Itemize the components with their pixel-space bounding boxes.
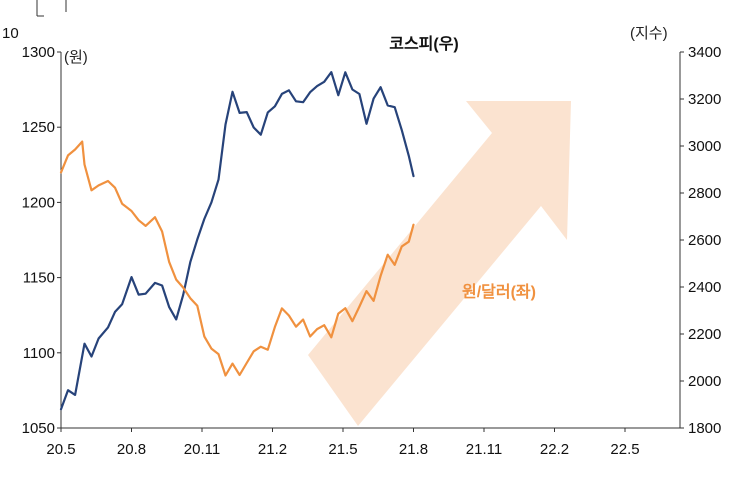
- left-tick-label: 1300: [22, 44, 55, 61]
- x-axis-ticks: 20.5 20.8 20.11 21.2 21.5 21.8 21.11 22.2 22.5: [46, 428, 640, 458]
- x-tick-label: 22.5: [610, 441, 639, 458]
- x-tick-label: 21.11: [466, 441, 502, 458]
- krw-series-label: 원/달러(좌): [462, 282, 536, 301]
- right-axis-ticks: 1800 2000 2200 2400 2600 2800 3000 3200 3400: [680, 44, 721, 437]
- left-tick-label: 1100: [23, 345, 55, 362]
- left-tick-label: 1250: [22, 119, 55, 136]
- x-tick-label: 21.5: [328, 441, 357, 458]
- x-tick-label: 20.8: [117, 441, 146, 458]
- left-axis-ticks: 1050 1100 1150 1200 1250 1300: [22, 44, 61, 437]
- right-tick-label: 3000: [688, 138, 721, 155]
- right-tick-label: 2800: [688, 185, 721, 202]
- x-tick-label: 21.2: [258, 441, 287, 458]
- left-tick-label: 1150: [23, 270, 55, 287]
- left-tick-label: 1200: [22, 194, 55, 211]
- right-tick-label: 1800: [688, 420, 721, 437]
- x-tick-label: 20.5: [46, 441, 75, 458]
- x-tick-label: 20.11: [184, 441, 220, 458]
- right-tick-label: 3200: [688, 91, 721, 108]
- x-tick-label: 22.2: [540, 441, 569, 458]
- trend-arrow: [308, 101, 571, 426]
- kospi-line: [59, 70, 415, 411]
- x-tick-label: 21.8: [399, 441, 428, 458]
- right-tick-label: 2000: [688, 373, 721, 390]
- right-tick-label: 2400: [688, 279, 721, 296]
- series-layer: [59, 70, 415, 411]
- left-axis-unit: (원): [64, 49, 88, 66]
- krw-usd-line: [59, 140, 415, 377]
- right-tick-label: 3400: [688, 44, 721, 61]
- chart-title: 코스피(우): [389, 35, 459, 53]
- right-tick-label: 2200: [688, 326, 721, 343]
- left-tick-label: 1050: [22, 420, 55, 437]
- right-axis-unit: (지수): [630, 25, 668, 42]
- right-tick-label: 2600: [688, 232, 721, 249]
- corner-text: 10: [2, 25, 19, 42]
